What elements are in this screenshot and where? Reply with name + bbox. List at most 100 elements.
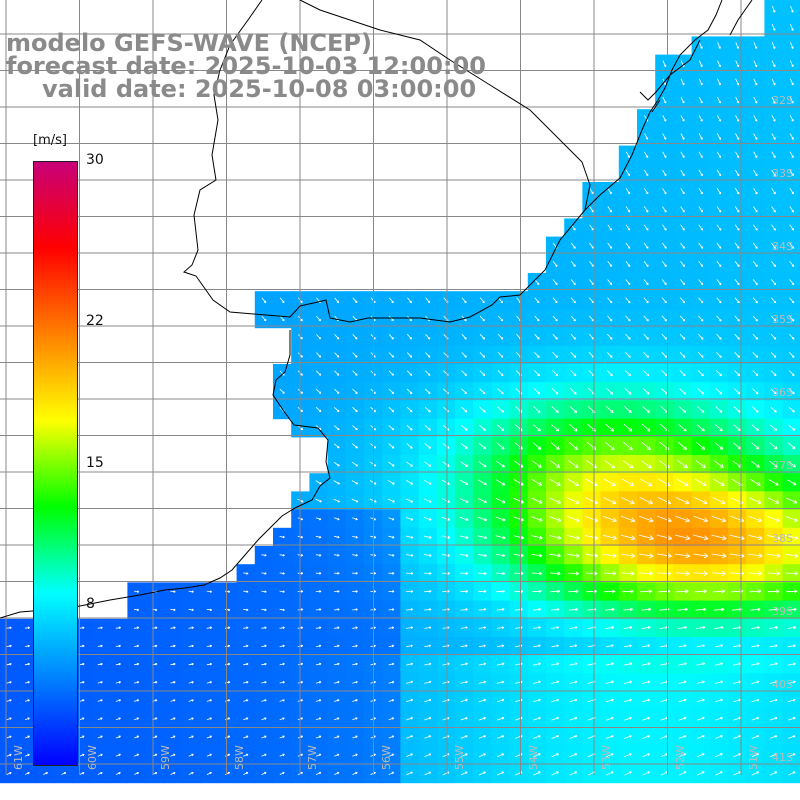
wind-arrow bbox=[771, 115, 776, 122]
wind-arrow bbox=[625, 169, 631, 177]
wind-arrow bbox=[352, 334, 358, 340]
wind-arrow bbox=[424, 406, 431, 413]
wind-arrow bbox=[751, 442, 760, 450]
wind-arrow bbox=[315, 699, 322, 702]
wind-arrow bbox=[388, 644, 395, 648]
wind-arrow bbox=[532, 442, 542, 450]
wind-arrow bbox=[678, 424, 687, 432]
wind-arrow bbox=[424, 735, 432, 739]
wind-arrow bbox=[589, 206, 594, 213]
wind-arrow bbox=[388, 662, 395, 666]
wind-arrow bbox=[589, 224, 594, 231]
wind-arrow bbox=[624, 388, 632, 395]
wind-arrow bbox=[532, 589, 542, 594]
wind-arrow bbox=[585, 571, 598, 576]
wind-arrow bbox=[479, 297, 485, 304]
wind-arrow bbox=[460, 644, 468, 648]
wind-arrow bbox=[24, 717, 30, 721]
wind-arrow bbox=[550, 607, 560, 612]
wind-arrow bbox=[333, 517, 340, 521]
wind-arrow bbox=[753, 206, 758, 213]
wind-arrow bbox=[661, 352, 668, 358]
wind-arrow bbox=[643, 206, 649, 213]
wind-arrow bbox=[621, 478, 635, 487]
wind-arrow bbox=[771, 96, 776, 104]
wind-arrow bbox=[479, 370, 486, 376]
wind-arrow bbox=[787, 626, 797, 630]
wind-arrow bbox=[769, 626, 779, 630]
wind-cell bbox=[782, 109, 800, 128]
wind-arrow bbox=[752, 260, 758, 267]
wind-arrow bbox=[115, 735, 121, 739]
wind-arrow bbox=[477, 516, 488, 522]
wind-cell bbox=[782, 36, 800, 56]
wind-arrow bbox=[424, 424, 431, 431]
wind-arrow bbox=[424, 590, 432, 593]
wind-arrow bbox=[641, 607, 652, 612]
latitude-label: 32S bbox=[772, 94, 793, 107]
wind-arrow bbox=[534, 279, 540, 286]
wind-arrow bbox=[388, 553, 395, 557]
wind-arrow bbox=[279, 753, 285, 757]
wind-arrow bbox=[532, 460, 542, 468]
wind-arrow bbox=[424, 443, 432, 449]
wind-arrow bbox=[478, 424, 486, 431]
wind-arrow bbox=[423, 535, 432, 539]
wind-arrow bbox=[279, 553, 285, 557]
wind-arrow bbox=[770, 424, 778, 431]
wind-arrow bbox=[388, 406, 395, 413]
wind-arrow bbox=[224, 644, 231, 648]
wind-arrow bbox=[715, 424, 723, 432]
wind-arrow bbox=[170, 644, 176, 648]
wind-arrow bbox=[674, 534, 691, 541]
wind-arrow bbox=[279, 735, 285, 739]
wind-arrow bbox=[388, 443, 395, 449]
wind-arrow bbox=[661, 242, 667, 249]
wind-arrow bbox=[406, 425, 413, 431]
wind-arrow bbox=[531, 553, 543, 558]
wind-arrow bbox=[243, 590, 249, 593]
wind-arrow bbox=[495, 553, 506, 558]
wind-arrow bbox=[605, 423, 615, 432]
wind-arrow bbox=[769, 771, 778, 776]
wind-arrow bbox=[424, 680, 432, 684]
wind-arrow bbox=[496, 662, 505, 666]
wind-arrow bbox=[333, 461, 340, 467]
wind-arrow bbox=[789, 115, 794, 122]
wind-arrow bbox=[442, 644, 450, 648]
wind-arrow bbox=[334, 644, 340, 648]
wind-arrow bbox=[567, 497, 580, 504]
wind-arrow bbox=[388, 699, 395, 702]
wind-arrow bbox=[716, 260, 722, 267]
wind-arrow bbox=[680, 242, 685, 249]
wind-cell bbox=[782, 145, 800, 165]
wind-arrow bbox=[459, 479, 469, 485]
wind-arrow bbox=[261, 644, 267, 648]
wind-arrow bbox=[771, 23, 776, 31]
wind-arrow bbox=[661, 260, 667, 267]
wind-arrow bbox=[662, 188, 667, 195]
wind-arrow bbox=[680, 224, 685, 231]
wind-arrow bbox=[243, 662, 249, 666]
wind-arrow bbox=[696, 716, 705, 721]
wind-arrow bbox=[261, 717, 267, 721]
wind-arrow bbox=[170, 717, 176, 721]
wind-arrow bbox=[570, 370, 577, 377]
wind-arrow bbox=[334, 535, 340, 539]
wind-arrow bbox=[406, 753, 413, 757]
wind-arrow bbox=[170, 608, 176, 612]
wind-arrow bbox=[549, 553, 561, 558]
wind-arrow bbox=[279, 626, 285, 630]
wind-arrow bbox=[678, 771, 687, 776]
wind-arrow bbox=[388, 297, 394, 304]
wind-arrow bbox=[656, 534, 673, 541]
wind-arrow bbox=[589, 242, 594, 249]
wind-vector-field bbox=[6, 5, 799, 776]
wind-arrow bbox=[604, 460, 616, 469]
wind-arrow bbox=[788, 771, 796, 776]
wind-arrow bbox=[752, 297, 758, 304]
wind-arrow bbox=[261, 626, 267, 630]
wind-arrow bbox=[697, 388, 704, 395]
wind-arrow bbox=[696, 735, 705, 739]
wind-arrow bbox=[639, 478, 653, 487]
